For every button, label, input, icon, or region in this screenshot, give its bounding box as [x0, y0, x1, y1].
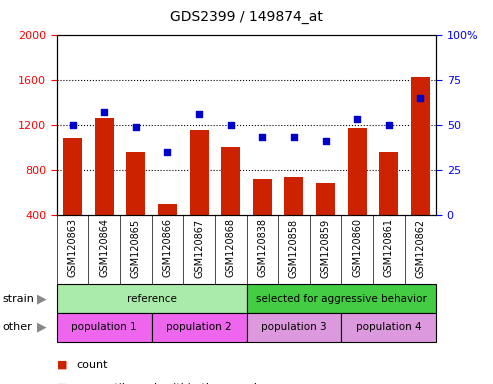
Bar: [348, 128, 367, 215]
Text: GSM120859: GSM120859: [320, 218, 331, 278]
Text: GSM120858: GSM120858: [289, 218, 299, 278]
Text: population 1: population 1: [71, 322, 137, 333]
Bar: [284, 177, 304, 215]
Text: strain: strain: [2, 293, 35, 304]
Bar: [246, 313, 341, 342]
Text: ■: ■: [57, 360, 67, 370]
Point: [417, 95, 424, 101]
Bar: [253, 179, 272, 215]
Text: GSM120864: GSM120864: [99, 218, 109, 278]
Bar: [57, 313, 152, 342]
Bar: [246, 284, 436, 313]
Point: [195, 111, 203, 117]
Text: population 4: population 4: [356, 322, 422, 333]
Text: ■: ■: [57, 383, 67, 384]
Bar: [189, 131, 209, 215]
Text: GSM120861: GSM120861: [384, 218, 394, 278]
Point: [321, 138, 329, 144]
Text: GDS2399 / 149874_at: GDS2399 / 149874_at: [170, 10, 323, 23]
Text: ▶: ▶: [37, 292, 47, 305]
Bar: [95, 118, 113, 215]
Point: [258, 134, 266, 141]
Point: [385, 122, 393, 128]
Text: percentile rank within the sample: percentile rank within the sample: [76, 383, 264, 384]
Point: [69, 122, 76, 128]
Text: reference: reference: [127, 293, 176, 304]
Bar: [158, 204, 177, 215]
Text: other: other: [2, 322, 32, 333]
Text: GSM120838: GSM120838: [257, 218, 267, 278]
Bar: [316, 184, 335, 215]
Bar: [411, 78, 430, 215]
Bar: [221, 147, 240, 215]
Text: GSM120866: GSM120866: [162, 218, 173, 278]
Point: [290, 134, 298, 141]
Bar: [380, 152, 398, 215]
Text: GSM120867: GSM120867: [194, 218, 204, 278]
Text: ▶: ▶: [37, 321, 47, 334]
Bar: [57, 284, 246, 313]
Text: population 2: population 2: [166, 322, 232, 333]
Point: [353, 116, 361, 122]
Point: [227, 122, 235, 128]
Text: count: count: [76, 360, 108, 370]
Text: GSM120862: GSM120862: [416, 218, 425, 278]
Bar: [126, 152, 145, 215]
Text: GSM120863: GSM120863: [68, 218, 77, 278]
Bar: [341, 313, 436, 342]
Text: population 3: population 3: [261, 322, 327, 333]
Bar: [63, 138, 82, 215]
Point: [164, 149, 172, 155]
Text: GSM120860: GSM120860: [352, 218, 362, 278]
Point: [100, 109, 108, 115]
Point: [132, 124, 140, 130]
Text: GSM120868: GSM120868: [226, 218, 236, 278]
Bar: [152, 313, 246, 342]
Text: GSM120865: GSM120865: [131, 218, 141, 278]
Text: selected for aggressive behavior: selected for aggressive behavior: [256, 293, 427, 304]
